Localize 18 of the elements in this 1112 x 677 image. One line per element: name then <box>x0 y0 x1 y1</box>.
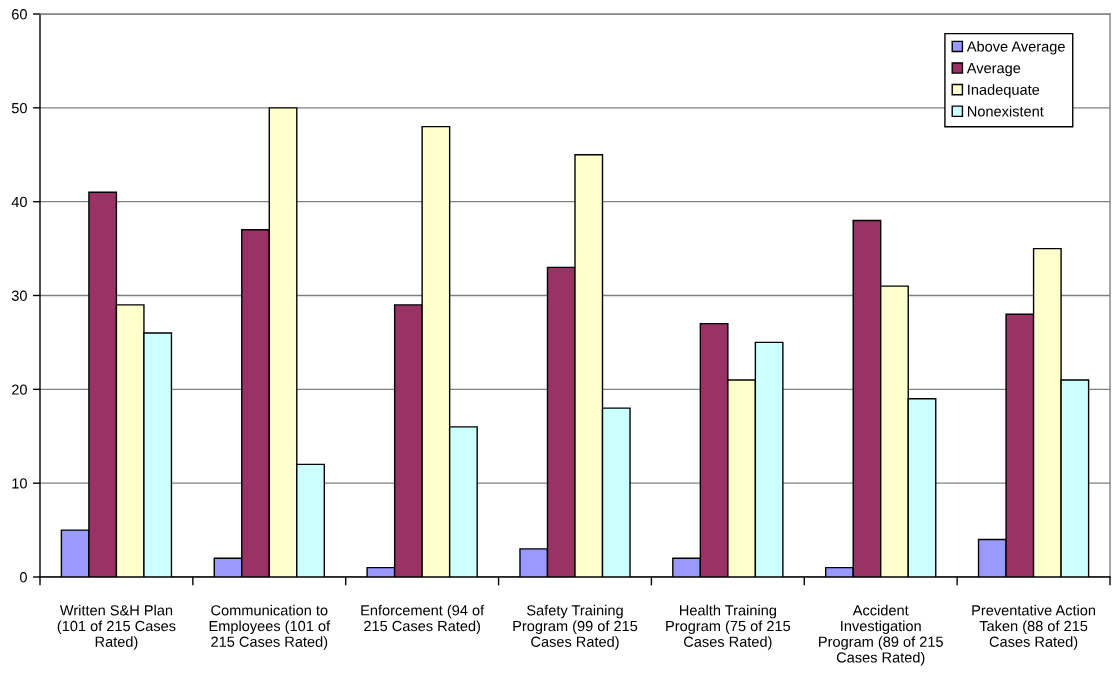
legend-label: Nonexistent <box>968 105 1044 117</box>
y-tick-label: 50 <box>11 102 27 114</box>
y-tick-label: 20 <box>12 384 27 395</box>
y-tick-label: 60 <box>12 9 27 20</box>
x-tick-label: Safety Training Program (99 of 215 Cases Rated) <box>513 604 638 650</box>
x-tick-label: Communication to Employees (101 of 215 Cases Rated) <box>209 604 331 650</box>
legend-label: Above Average <box>966 40 1065 55</box>
x-tick-label: Enforcement (94 of 215 Cases Rated) <box>361 604 485 635</box>
y-tick-label: 10 <box>12 478 27 489</box>
x-tick-label: Written S&H Plan (101 of 215 Cases Rated) <box>57 604 176 650</box>
y-tick-label: 40 <box>11 196 27 208</box>
y-tick-label: 30 <box>11 290 27 301</box>
y-tick-label: 0 <box>19 572 27 583</box>
x-tick-label: Preventative Action Taken (88 of 215 Cases Rated) <box>972 604 1096 650</box>
x-tick-label: Accident Investigation Program (89 of 215 Cases Rated) <box>819 604 943 666</box>
legend-label: Inadequate <box>968 84 1040 98</box>
legend-label: Average <box>966 63 1021 77</box>
x-tick-label: Health Training Program (75 of 215 Cases Rated) <box>666 604 791 650</box>
